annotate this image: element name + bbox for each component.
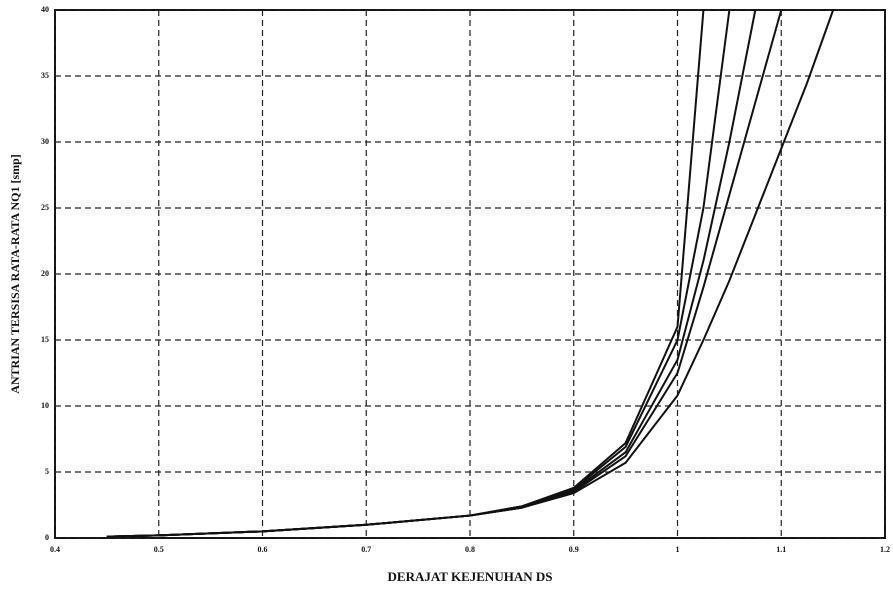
x-axis-label: DERAJAT KEJENUHAN DS: [388, 569, 553, 584]
x-tick-label: 0.8: [465, 545, 475, 554]
x-tick-label: 1.1: [776, 545, 786, 554]
y-tick-label: 25: [41, 203, 49, 212]
y-tick-label: 5: [45, 467, 49, 476]
curve: [106, 10, 783, 538]
y-tick-label: 30: [41, 137, 49, 146]
curve: [106, 10, 757, 538]
curve: [106, 10, 835, 538]
y-tick-label: 0: [45, 533, 49, 542]
y-tick-label: 40: [41, 5, 49, 14]
y-tick-label: 10: [41, 401, 49, 410]
x-tick-label: 1.2: [880, 545, 890, 554]
x-tick-label: 0.6: [258, 545, 268, 554]
x-tick-label: 0.7: [361, 545, 371, 554]
y-tick-label: 35: [41, 71, 49, 80]
x-tick-label: 0.9: [569, 545, 579, 554]
x-tick-label: 0.5: [154, 545, 164, 554]
y-tick-label: 15: [41, 335, 49, 344]
x-tick-label: 0.4: [50, 545, 60, 554]
x-tick-label: 1: [676, 545, 680, 554]
curve: [106, 10, 731, 538]
y-axis-label: ANTRIAN TERSISA RATA-RATA NQ1 [smp]: [8, 154, 22, 394]
y-tick-label: 20: [41, 269, 49, 278]
